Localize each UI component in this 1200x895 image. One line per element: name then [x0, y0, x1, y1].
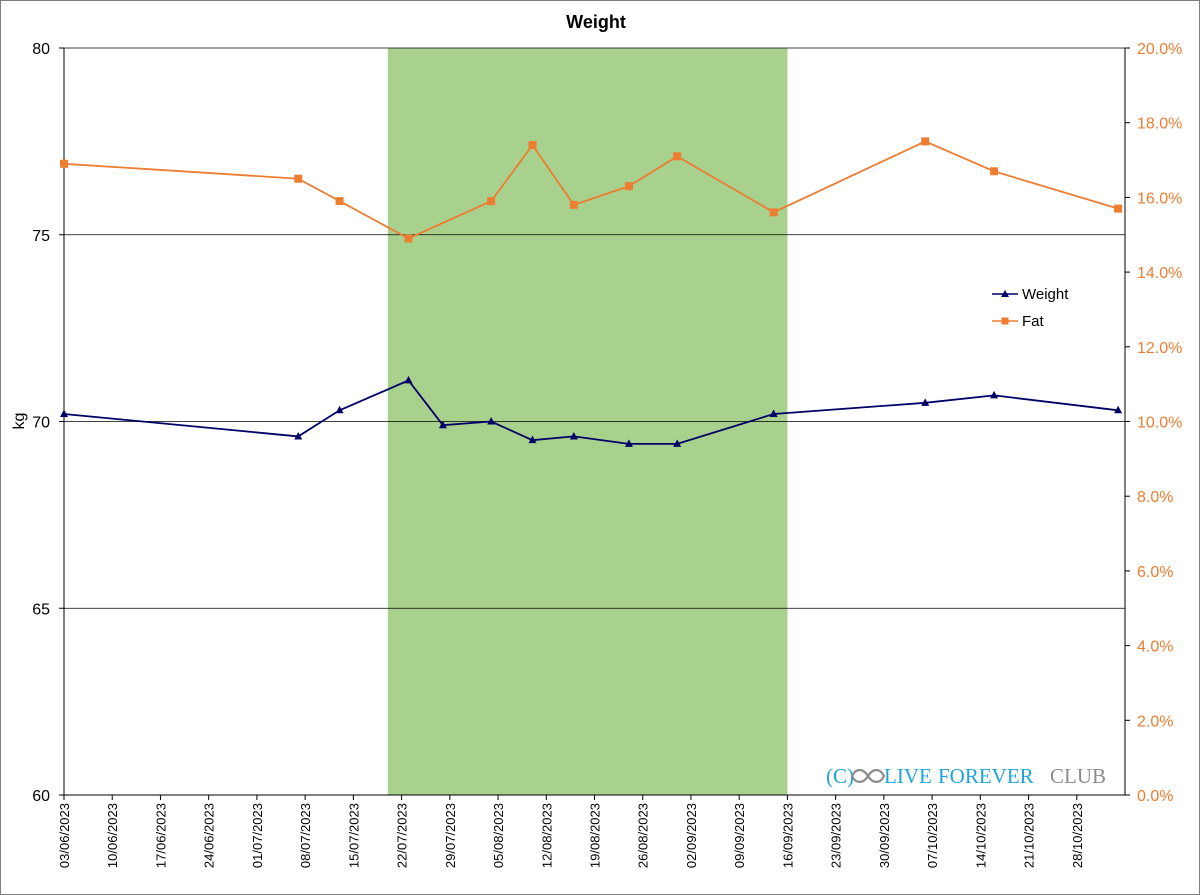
fat-point	[60, 159, 68, 168]
y2-tick-label: 0.0%	[1137, 788, 1173, 805]
weight-line	[63, 379, 1119, 445]
weight-point	[60, 409, 68, 418]
weight-point	[335, 405, 344, 414]
series-layer	[60, 137, 1123, 447]
y2-tick-label: 4.0%	[1137, 639, 1173, 656]
weight-point	[673, 439, 682, 447]
watermark-prefix: (C)	[826, 764, 854, 788]
weight-point	[624, 439, 633, 447]
x-tick-label: 09/09/2023	[732, 803, 747, 868]
y2-tick-label: 14.0%	[1137, 265, 1182, 282]
weight-point	[294, 431, 303, 440]
watermark-word-club: CLUB	[1050, 764, 1106, 788]
weight-point	[921, 398, 930, 406]
axes-layer	[63, 48, 1126, 800]
fat-point	[769, 208, 778, 217]
x-tick-labels: 03/06/2023 10/06/2023 17/06/2023 24/06/2023…	[57, 803, 1085, 868]
x-tick-label: 24/06/2023	[202, 803, 217, 868]
y-axis-label: kg	[11, 413, 28, 430]
x-tick-label: 17/06/2023	[153, 803, 168, 868]
x-tick-label: 03/06/2023	[57, 803, 72, 868]
y-tick-label: 70	[32, 415, 50, 432]
series-fat	[60, 137, 1123, 243]
fat-point	[294, 174, 303, 183]
y-tick-label: 75	[32, 228, 50, 245]
x-tick-label: 23/09/2023	[829, 803, 844, 868]
x-tick-label: 14/10/2023	[973, 803, 988, 868]
y2-tick-label: 6.0%	[1137, 564, 1173, 581]
weight-point	[438, 420, 447, 429]
x-tick-label: 28/10/2023	[1070, 803, 1085, 868]
y-tick-labels: 60 65 70 75 80	[32, 41, 50, 805]
x-tick-label: 01/07/2023	[250, 803, 265, 868]
fat-point	[404, 234, 413, 243]
weight-point	[487, 417, 496, 425]
x-tick-label: 10/06/2023	[105, 803, 120, 868]
y2-tick-label: 18.0%	[1137, 116, 1182, 133]
y-tick-label: 65	[32, 601, 50, 618]
infinity-logo-icon	[850, 768, 886, 784]
fat-point	[673, 152, 682, 161]
legend: Weight Fat	[992, 286, 1069, 330]
fat-point	[487, 197, 496, 206]
x-tick-label: 05/08/2023	[491, 803, 506, 868]
legend-weight-marker	[1001, 290, 1009, 297]
watermark-word-forever: FOREVER	[938, 764, 1034, 788]
weight-point	[1114, 405, 1123, 414]
legend-item-fat: Fat	[992, 313, 1045, 330]
legend-fat-label: Fat	[1022, 313, 1045, 330]
y-tick-label: 80	[32, 41, 50, 58]
fat-point	[335, 197, 344, 206]
x-tick-label: 15/07/2023	[346, 803, 361, 868]
y2-tick-label: 20.0%	[1137, 41, 1182, 58]
fat-point	[990, 167, 999, 176]
x-tick-label: 22/07/2023	[395, 803, 410, 868]
x-tick-label: 16/09/2023	[780, 803, 795, 868]
weight-point	[569, 431, 578, 440]
fat-point	[528, 141, 537, 150]
legend-weight-label: Weight	[1022, 286, 1069, 303]
x-tick-label: 19/08/2023	[588, 803, 603, 868]
y2-tick-label: 16.0%	[1137, 190, 1182, 207]
x-tick-label: 21/10/2023	[1022, 803, 1037, 868]
y2-tick-labels: 0.0% 2.0% 4.0% 6.0% 8.0% 10.0% 12.0% 14.0% 16.0%…	[1137, 41, 1182, 805]
x-tick-label: 30/09/2023	[877, 803, 892, 868]
y2-tick-label: 8.0%	[1137, 489, 1173, 506]
gridlines-layer	[59, 47, 1130, 796]
watermark-word-live: LIVE	[884, 764, 932, 788]
weight-point	[404, 375, 413, 384]
weight-point	[990, 390, 999, 399]
legend-fat-marker	[1001, 317, 1009, 325]
fat-point	[569, 200, 578, 209]
y-tick-label: 60	[32, 788, 50, 805]
weight-point	[769, 409, 778, 418]
legend-item-weight: Weight	[992, 286, 1069, 303]
x-tick-label: 12/08/2023	[539, 803, 554, 868]
x-tick-label: 08/07/2023	[298, 803, 313, 868]
x-tick-label: 29/07/2023	[443, 803, 458, 868]
y2-tick-label: 12.0%	[1137, 340, 1182, 357]
chart-title: Weight	[566, 12, 626, 32]
x-tick-label: 07/10/2023	[925, 803, 940, 868]
x-tick-label: 26/08/2023	[636, 803, 651, 868]
x-tick-label: 02/09/2023	[684, 803, 699, 868]
y2-tick-label: 2.0%	[1137, 713, 1173, 730]
fat-point	[921, 137, 930, 146]
y2-tick-label: 10.0%	[1137, 415, 1182, 432]
weight-point	[528, 435, 537, 444]
series-weight	[60, 375, 1123, 447]
fat-point	[1114, 204, 1123, 213]
watermark: (C) LIVE FOREVER CLUB	[826, 764, 1106, 788]
fat-point	[624, 182, 633, 191]
